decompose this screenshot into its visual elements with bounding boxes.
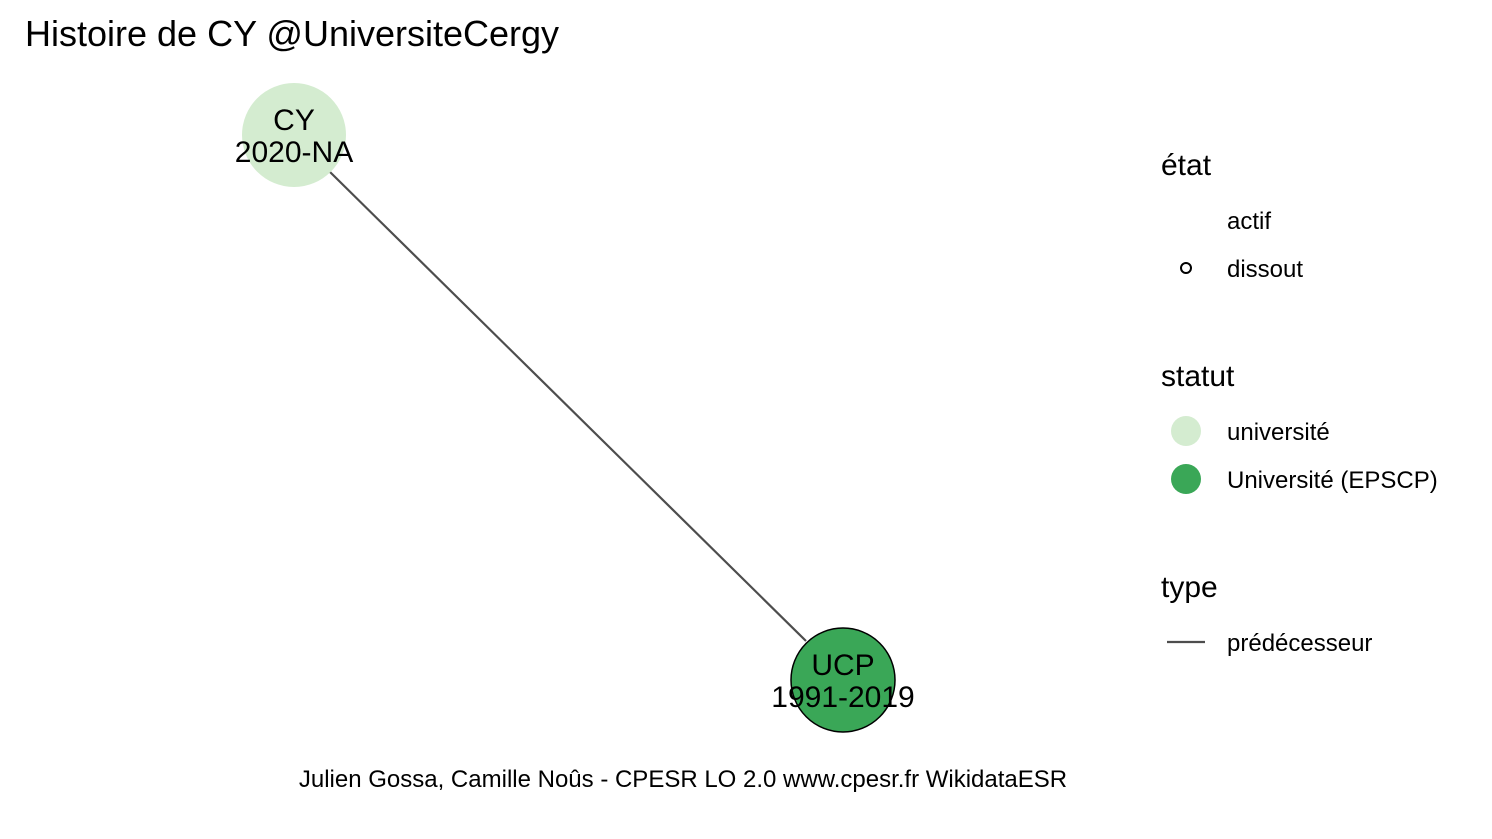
node-cy: CY 2020-NA (235, 83, 353, 187)
legend-type: type prédécesseur (1161, 571, 1372, 657)
legend-etat-title: état (1161, 149, 1212, 182)
node-ucp-circle (790, 627, 896, 733)
node-cy-circle (242, 83, 346, 187)
legend-statut-universite-label: université (1227, 419, 1330, 446)
legend-type-predecesseur-label: prédécesseur (1227, 630, 1372, 657)
node-ucp-name: UCP (811, 649, 874, 682)
legend-epscp-key (1171, 464, 1201, 494)
legend-statut: statut université Université (EPSCP) (1161, 360, 1438, 494)
legend-etat-actif-label: actif (1227, 208, 1271, 235)
legend-etat-dissout-label: dissout (1227, 256, 1303, 283)
node-cy-years: 2020-NA (235, 136, 353, 169)
legend-etat: état actif dissout (1161, 149, 1303, 283)
legend-statut-epscp-label: Université (EPSCP) (1227, 467, 1438, 494)
node-ucp-years: 1991-2019 (771, 681, 914, 714)
node-ucp: UCP 1991-2019 (771, 627, 915, 733)
legend-dissout-key (1180, 262, 1192, 274)
caption: Julien Gossa, Camille Noûs - CPESR LO 2.… (299, 766, 1067, 793)
diagram-title: Histoire de CY @UniversiteCergy (25, 13, 559, 54)
legend-type-title: type (1161, 571, 1218, 604)
edge-predecesseur (329, 171, 807, 642)
legend-universite-key (1171, 416, 1201, 446)
legend-statut-title: statut (1161, 360, 1235, 393)
node-cy-name: CY (273, 104, 315, 137)
